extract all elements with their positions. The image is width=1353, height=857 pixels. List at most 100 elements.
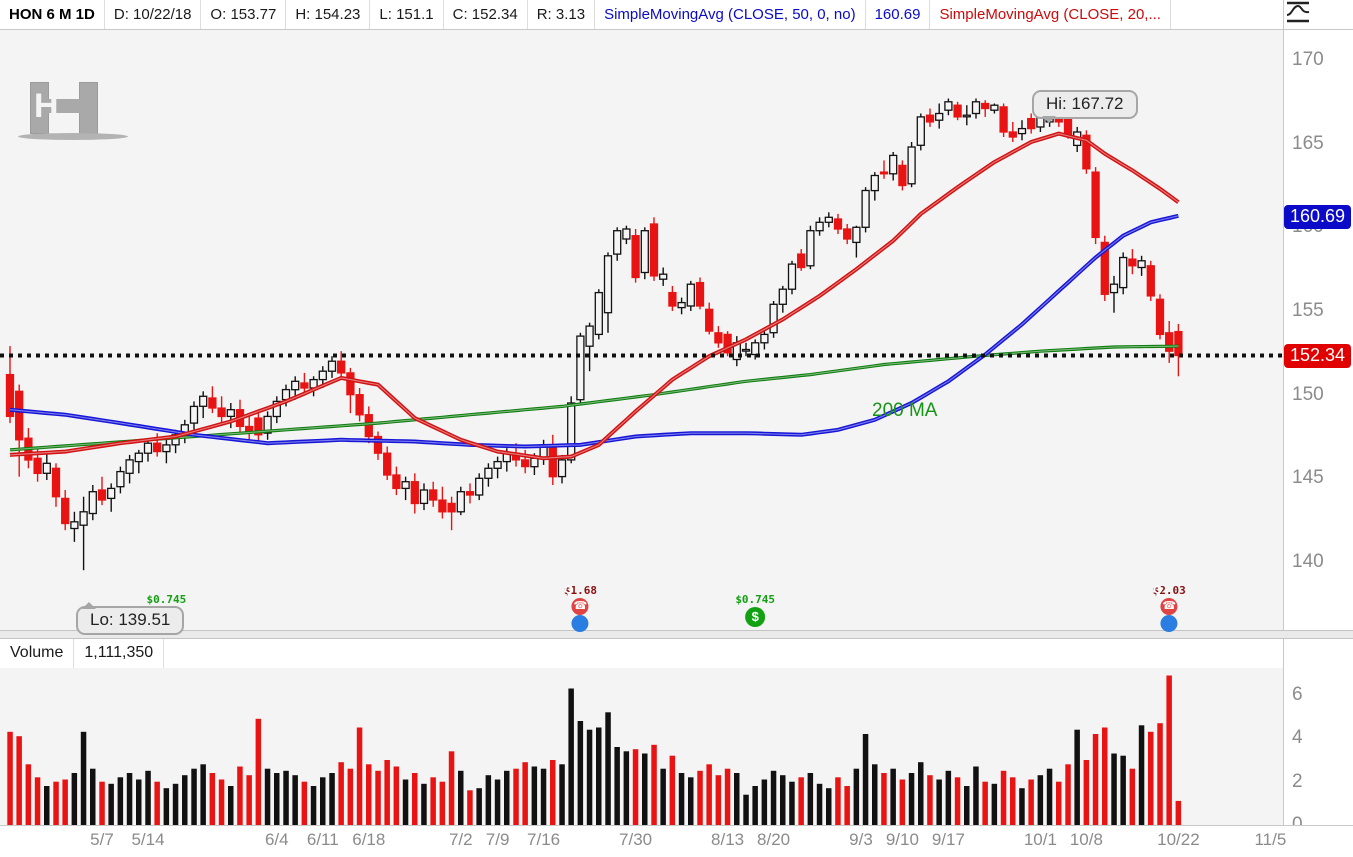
candle[interactable] (797, 249, 806, 271)
candle[interactable] (741, 342, 751, 357)
volume-bar[interactable] (402, 779, 409, 826)
volume-bar[interactable] (264, 768, 271, 825)
volume-bar[interactable] (1010, 777, 1016, 825)
volume-bar[interactable] (614, 747, 620, 825)
volume-bar[interactable] (347, 768, 354, 825)
candle[interactable] (760, 329, 769, 350)
candle[interactable] (1128, 249, 1137, 275)
volume-bar[interactable] (531, 766, 538, 826)
volume-bar[interactable] (494, 779, 501, 826)
candle[interactable] (116, 466, 125, 494)
volume-bar[interactable] (71, 773, 78, 825)
candle[interactable] (981, 100, 990, 117)
volume-bar[interactable] (62, 779, 68, 826)
candle[interactable] (539, 439, 548, 465)
candle[interactable] (944, 98, 953, 116)
candle[interactable] (999, 103, 1008, 138)
volume-bar[interactable] (807, 773, 814, 825)
candle[interactable] (1155, 294, 1165, 340)
volume-bar[interactable] (899, 779, 906, 826)
candle[interactable] (107, 483, 116, 512)
candle[interactable] (990, 103, 999, 114)
candle[interactable] (410, 473, 419, 514)
candle[interactable] (962, 105, 971, 126)
volume-bar[interactable] (881, 773, 887, 825)
volume-bar[interactable] (780, 775, 786, 825)
volume-bar[interactable] (467, 790, 473, 825)
candle[interactable] (567, 396, 576, 464)
volume-bar[interactable] (1056, 781, 1062, 825)
candle[interactable] (769, 301, 778, 338)
candle[interactable] (1008, 121, 1017, 142)
earnings-lightbulb-icon[interactable] (565, 585, 589, 632)
candle[interactable] (705, 302, 714, 335)
volume-bar[interactable] (522, 762, 528, 825)
candle[interactable] (806, 225, 815, 270)
volume-bar[interactable] (826, 788, 832, 825)
volume-bar[interactable] (320, 777, 326, 825)
volume-bar[interactable] (1083, 760, 1090, 825)
volume-bar[interactable] (439, 781, 446, 825)
volume-bar[interactable] (1148, 731, 1154, 825)
volume-bar[interactable] (1102, 727, 1108, 826)
candle[interactable] (861, 187, 870, 233)
candle[interactable] (751, 339, 760, 360)
candle[interactable] (1174, 323, 1183, 377)
volume-bar[interactable] (945, 770, 952, 825)
candle[interactable] (134, 449, 143, 474)
volume-bar[interactable] (936, 779, 942, 826)
candle[interactable] (429, 481, 438, 507)
candle[interactable] (88, 485, 97, 521)
dividend-event[interactable]: $0.745$ (735, 594, 775, 627)
candle[interactable] (125, 454, 134, 484)
volume-bar[interactable] (586, 729, 593, 825)
volume-bar[interactable] (669, 755, 676, 825)
candle[interactable] (327, 356, 337, 378)
candle[interactable] (143, 438, 153, 462)
candle[interactable] (1109, 275, 1119, 313)
candle[interactable] (97, 476, 107, 506)
candle[interactable] (208, 386, 217, 414)
volume-bar[interactable] (605, 712, 611, 825)
volume-bar[interactable] (421, 783, 427, 825)
volume-bar[interactable] (697, 770, 703, 825)
volume-bar[interactable] (16, 736, 22, 825)
candle[interactable] (493, 456, 502, 479)
candle[interactable] (1017, 120, 1027, 141)
volume-bar[interactable] (844, 786, 850, 825)
volume-bar[interactable] (7, 731, 13, 825)
candle[interactable] (189, 401, 199, 430)
volume-bar[interactable] (53, 781, 59, 825)
volume-bar[interactable] (724, 768, 731, 825)
volume-bar[interactable] (1074, 729, 1080, 825)
candle[interactable] (935, 103, 944, 129)
candle[interactable] (263, 411, 272, 440)
volume-bar[interactable] (1111, 753, 1117, 826)
candle[interactable] (300, 372, 309, 395)
volume-bar[interactable] (154, 781, 160, 825)
candle[interactable] (162, 439, 171, 464)
volume-bar[interactable] (458, 770, 464, 825)
volume-bar[interactable] (1175, 800, 1182, 825)
volume-bar[interactable] (596, 727, 602, 826)
volume-bar[interactable] (504, 770, 510, 825)
volume-bar[interactable] (1019, 788, 1025, 825)
candle[interactable] (971, 98, 981, 119)
volume-bar[interactable] (688, 777, 694, 825)
candle[interactable] (401, 476, 410, 501)
candle[interactable] (1091, 167, 1100, 245)
volume-bar[interactable] (816, 783, 823, 825)
candle[interactable] (815, 217, 824, 236)
time-axis[interactable]: 5/7 5/14 6/4 6/11 6/18 7/2 7/9 7/16 7/30 8/13 8/20… (0, 825, 1353, 857)
volume-bar[interactable] (1065, 764, 1071, 825)
candle[interactable] (576, 332, 585, 405)
candle[interactable] (355, 388, 364, 422)
candle[interactable] (337, 351, 346, 378)
volume-bar[interactable] (246, 775, 252, 825)
candle[interactable] (1027, 113, 1036, 134)
candle[interactable] (438, 486, 447, 519)
volume-bar[interactable] (623, 751, 630, 825)
volume-bar[interactable] (1129, 768, 1136, 825)
symbol-timeframe[interactable]: HON 6 M 1D (0, 0, 105, 29)
sma20-study-label[interactable]: SimpleMovingAvg (CLOSE, 20,... (930, 0, 1171, 29)
